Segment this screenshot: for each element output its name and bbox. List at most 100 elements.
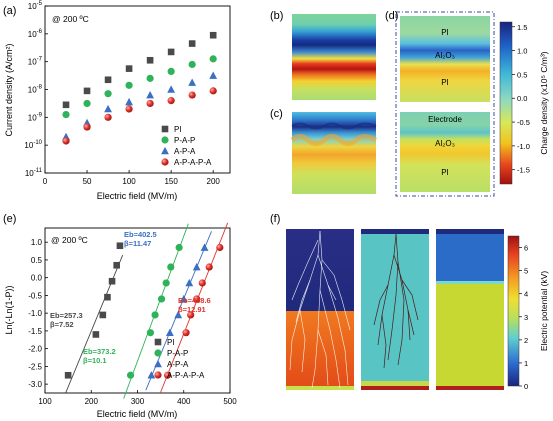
marker-e-pi: [99, 311, 107, 319]
potential-map-2-base-edge: [361, 386, 429, 390]
colorbar-charge-tick-label: 1.5: [517, 23, 527, 32]
marker-e-pi: [92, 331, 100, 338]
y-tick-label-a: 10-7: [28, 57, 43, 67]
x-tick-label-a: 50: [83, 177, 92, 186]
marker-a-apa: [209, 71, 218, 79]
marker-a-pi: [83, 87, 91, 95]
colorbar-potential-label: Electric potential (kV): [539, 271, 549, 351]
marker-e-apapa: [182, 329, 190, 337]
marker-e-apapa: [198, 279, 206, 287]
marker-e-pap: [175, 243, 183, 252]
marker-a-apa: [104, 104, 112, 113]
y-axis-label-e: Ln(-Ln(1-P)): [4, 285, 14, 334]
marker-e-pap: [146, 329, 155, 337]
y-tick-label-e: -3.0: [28, 380, 42, 389]
y-tick-label-a: 10-5: [28, 1, 43, 11]
y-tick-label-e: 0.0: [31, 274, 43, 283]
legend-e-label-apa: A-P-A: [167, 360, 189, 369]
annotation-a: @ 200 ºC: [52, 14, 89, 24]
legend-a-marker-pi: [161, 125, 169, 133]
weibull-label-apa-beta: β=11.47: [124, 239, 151, 248]
legend-e-label-apapa: A-P-A-P-A: [167, 371, 205, 380]
marker-e-apa: [174, 310, 183, 319]
marker-e-apa: [185, 278, 194, 287]
legend-e: PI P-A-P A-P-A A-P-A-P-A: [154, 338, 205, 380]
colorbar-charge-tick-label: 0.0: [517, 94, 527, 103]
legend-a: PI P-A-P A-P-A A-P-A-P-A: [161, 125, 212, 167]
marker-e-pi: [64, 371, 72, 379]
y-tick-label-a: 10-8: [28, 85, 43, 95]
layer-label-al2o3: Al₂O₃: [435, 51, 455, 60]
charge-map-d-bottom: [400, 112, 490, 192]
legend-e-marker-apa: [154, 359, 162, 368]
colorbar-charge-tick-label: 0.5: [517, 70, 527, 79]
marker-a-apapa: [209, 87, 217, 95]
axis-ticks-a: 0 50 100 150 200 10-5 10-6 10-7 10-8 10-9 10-10 10-…: [24, 1, 220, 186]
potential-map-3-top: [436, 229, 504, 281]
weibull-label-apapa-beta: β=12.91: [178, 305, 206, 314]
colorbar-charge-tick-label: -0.5: [517, 118, 530, 127]
marker-a-pap: [62, 110, 70, 119]
x-tick-label-a: 0: [43, 177, 48, 186]
colorbar-potential-tick-label: 0: [524, 382, 528, 391]
legend-a-label-apapa: A-P-A-P-A: [174, 158, 212, 167]
colorbar-potential-tick-label: 1: [524, 359, 528, 368]
x-tick-label-a: 200: [207, 177, 221, 186]
panels-bcd: (b) (c) (d) PI Al₂O₃ PI Electrode Al₂O₃ …: [270, 10, 549, 197]
marker-a-pi: [167, 48, 175, 56]
series-marks-a: [62, 31, 218, 145]
legend-a-marker-apa: [161, 146, 169, 155]
y-tick-label-a: 10-6: [28, 29, 43, 39]
colorbar-charge-ticks: 1.5 1.0 0.5 0.0 -0.5 -1.0 -1.5: [512, 23, 530, 175]
weibull-label-pi-beta: β=7.52: [50, 320, 74, 329]
legend-e-marker-pap: [154, 349, 162, 357]
marker-a-apa: [146, 90, 155, 99]
marker-e-pi: [108, 277, 116, 285]
x-axis-label-a: Electric field (MV/m): [97, 191, 178, 201]
colorbar-potential: [507, 235, 520, 387]
marker-a-pap: [209, 55, 217, 63]
marker-e-pap: [167, 263, 175, 271]
fit-line-pap: [123, 223, 189, 399]
marker-e-pap: [151, 311, 159, 319]
marker-a-apapa: [83, 123, 91, 131]
panel-label-d: (d): [385, 10, 398, 22]
colorbar-charge: [499, 21, 513, 185]
colorbar-potential-tick-label: 4: [524, 290, 528, 299]
legend-e-label-pap: P-A-P: [167, 349, 188, 358]
colorbar-charge-tick-label: -1.5: [517, 166, 530, 175]
marker-a-pap: [146, 74, 154, 82]
marker-e-apa: [192, 262, 201, 271]
panel-label-e: (e): [3, 213, 16, 225]
x-tick-label-e: 200: [85, 397, 99, 406]
marker-e-pap: [126, 371, 135, 379]
y-tick-label-a: 10-10: [24, 140, 42, 150]
charge-map-b: [292, 14, 376, 100]
legend-a-label-apa: A-P-A: [174, 147, 196, 156]
panel-label-a: (a): [3, 5, 16, 17]
weibull-label-apapa-eb: Eb=438.6: [178, 296, 211, 305]
colorbar-potential-tick-label: 3: [524, 313, 528, 322]
plot-frame-a: [44, 5, 231, 174]
potential-map-3-cap: [436, 229, 504, 234]
marker-a-pi: [62, 101, 70, 109]
charge-map-c-wave: [290, 134, 378, 146]
weibull-label-apa-eb: Eb=402.5: [124, 230, 157, 239]
y-tick-label-e: 1.0: [31, 238, 43, 247]
y-tick-label-e: -0.5: [28, 291, 42, 300]
marker-e-pi: [113, 261, 120, 269]
potential-map-3-bottom: [436, 284, 504, 386]
marker-e-apapa: [187, 311, 195, 319]
charge-map-c-wave2: [291, 122, 377, 130]
colorbar-charge-tick-label: 1.0: [517, 47, 527, 56]
layer-label-electrode: Electrode: [428, 115, 462, 124]
charge-map-d-top: [400, 16, 490, 102]
marker-a-apapa: [167, 97, 175, 105]
marker-e-pap: [162, 279, 170, 287]
marker-e-apapa: [163, 371, 172, 379]
legend-box-d: [395, 11, 495, 197]
marker-e-apa: [200, 243, 209, 251]
tree-branches-1: [289, 230, 351, 389]
layer-label-pi-top: PI: [441, 28, 449, 37]
annotation-e: @ 200 ºC: [51, 235, 88, 245]
